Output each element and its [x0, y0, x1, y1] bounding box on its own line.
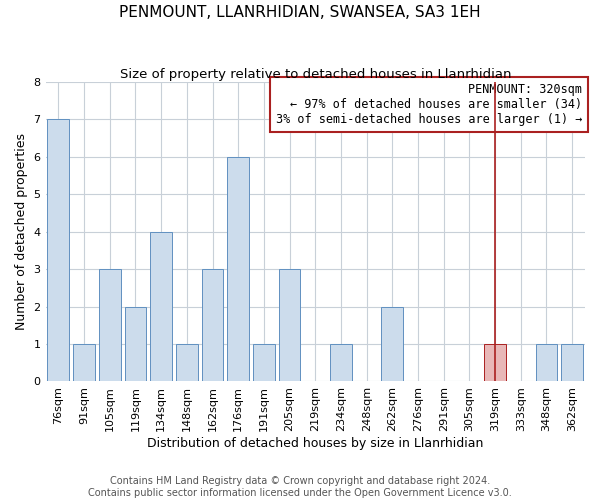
Bar [278, 269, 301, 382]
X-axis label: Distribution of detached houses by size in Llanrhidian: Distribution of detached houses by size … [147, 437, 484, 450]
Y-axis label: Number of detached properties: Number of detached properties [15, 133, 28, 330]
Bar [227, 156, 249, 382]
Bar [330, 344, 352, 382]
Bar [202, 269, 223, 382]
Text: PENMOUNT, LLANRHIDIAN, SWANSEA, SA3 1EH: PENMOUNT, LLANRHIDIAN, SWANSEA, SA3 1EH [119, 5, 481, 20]
Bar [73, 344, 95, 382]
Bar [484, 344, 506, 382]
Bar [125, 306, 146, 382]
Bar [382, 306, 403, 382]
Title: Size of property relative to detached houses in Llanrhidian: Size of property relative to detached ho… [119, 68, 511, 80]
Bar [150, 232, 172, 382]
Bar [176, 344, 198, 382]
Bar [536, 344, 557, 382]
Bar [561, 344, 583, 382]
Bar [253, 344, 275, 382]
Bar [47, 119, 70, 382]
Text: PENMOUNT: 320sqm
← 97% of detached houses are smaller (34)
3% of semi-detached h: PENMOUNT: 320sqm ← 97% of detached house… [276, 83, 583, 126]
Bar [99, 269, 121, 382]
Text: Contains HM Land Registry data © Crown copyright and database right 2024.
Contai: Contains HM Land Registry data © Crown c… [88, 476, 512, 498]
